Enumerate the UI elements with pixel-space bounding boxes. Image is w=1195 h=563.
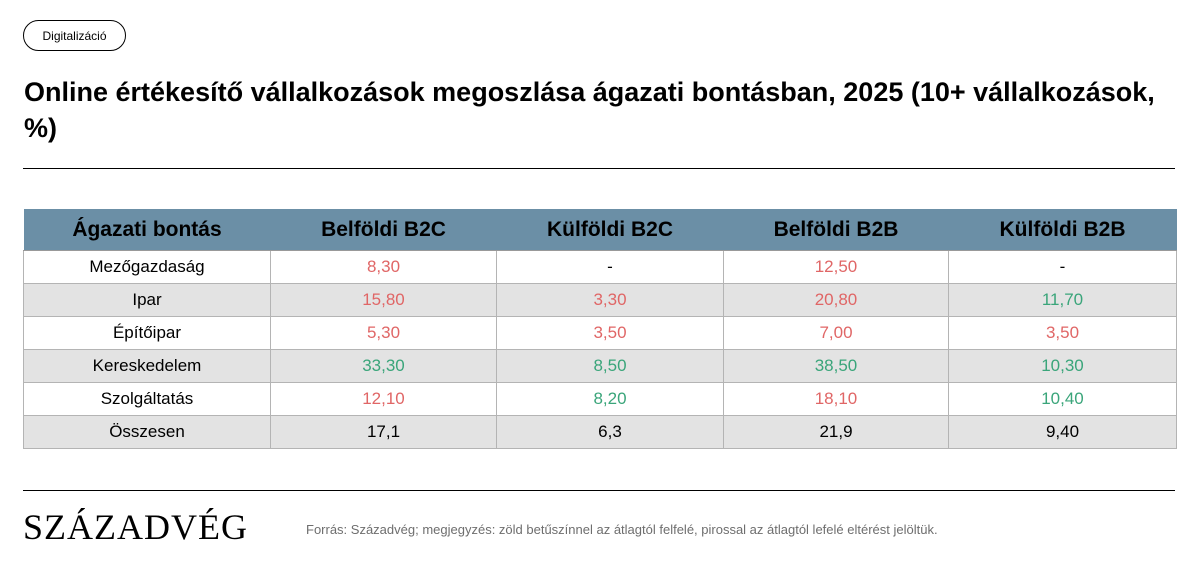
column-header-sector: Ágazati bontás — [23, 209, 271, 251]
value-cell: 18,10 — [723, 382, 949, 416]
value-cell: 12,10 — [270, 382, 497, 416]
value-cell: 12,50 — [723, 250, 949, 284]
value-cell: 3,50 — [496, 316, 724, 350]
value-cell: 5,30 — [270, 316, 497, 350]
brand-logo: SZÁZADVÉG — [23, 507, 248, 547]
column-header-domestic-b2c: Belföldi B2C — [270, 209, 497, 251]
value-cell: 10,30 — [948, 349, 1177, 383]
source-note: Forrás: Századvég; megjegyzés: zöld betű… — [306, 522, 938, 537]
value-cell: 33,30 — [270, 349, 497, 383]
value-cell: 11,70 — [948, 283, 1177, 317]
sector-cell: Összesen — [23, 415, 271, 449]
value-cell: 38,50 — [723, 349, 949, 383]
data-table: Ágazati bontás Belföldi B2C Külföldi B2C… — [23, 209, 1177, 449]
sector-cell: Szolgáltatás — [23, 382, 271, 416]
value-cell: 6,3 — [496, 415, 724, 449]
table-row: Építőipar 5,30 3,50 7,00 3,50 — [23, 316, 1177, 350]
value-cell: - — [948, 250, 1177, 284]
table-row: Kereskedelem 33,30 8,50 38,50 10,30 — [23, 349, 1177, 383]
value-cell: 7,00 — [723, 316, 949, 350]
column-header-foreign-b2c: Külföldi B2C — [496, 209, 724, 251]
value-cell: 20,80 — [723, 283, 949, 317]
value-cell: 8,30 — [270, 250, 497, 284]
value-cell: 8,20 — [496, 382, 724, 416]
table-row: Ipar 15,80 3,30 20,80 11,70 — [23, 283, 1177, 317]
value-cell: 21,9 — [723, 415, 949, 449]
divider-top — [23, 168, 1175, 169]
table-row: Szolgáltatás 12,10 8,20 18,10 10,40 — [23, 382, 1177, 416]
table-row: Összesen 17,1 6,3 21,9 9,40 — [23, 415, 1177, 449]
value-cell: 3,30 — [496, 283, 724, 317]
value-cell: - — [496, 250, 724, 284]
value-cell: 3,50 — [948, 316, 1177, 350]
sector-cell: Kereskedelem — [23, 349, 271, 383]
column-header-foreign-b2b: Külföldi B2B — [948, 209, 1177, 251]
value-cell: 10,40 — [948, 382, 1177, 416]
sector-cell: Építőipar — [23, 316, 271, 350]
page-title: Online értékesítő vállalkozások megoszlá… — [24, 77, 1155, 143]
table-header-row: Ágazati bontás Belföldi B2C Külföldi B2C… — [23, 209, 1177, 251]
value-cell: 9,40 — [948, 415, 1177, 449]
value-cell: 8,50 — [496, 349, 724, 383]
table-row: Mezőgazdaság 8,30-12,50- — [23, 250, 1177, 284]
column-header-domestic-b2b: Belföldi B2B — [723, 209, 949, 251]
value-cell: 17,1 — [270, 415, 497, 449]
divider-bottom — [23, 490, 1175, 491]
sector-cell: Ipar — [23, 283, 271, 317]
sector-cell: Mezőgazdaság — [23, 250, 271, 284]
category-tag[interactable]: Digitalizáció — [23, 20, 126, 51]
value-cell: 15,80 — [270, 283, 497, 317]
